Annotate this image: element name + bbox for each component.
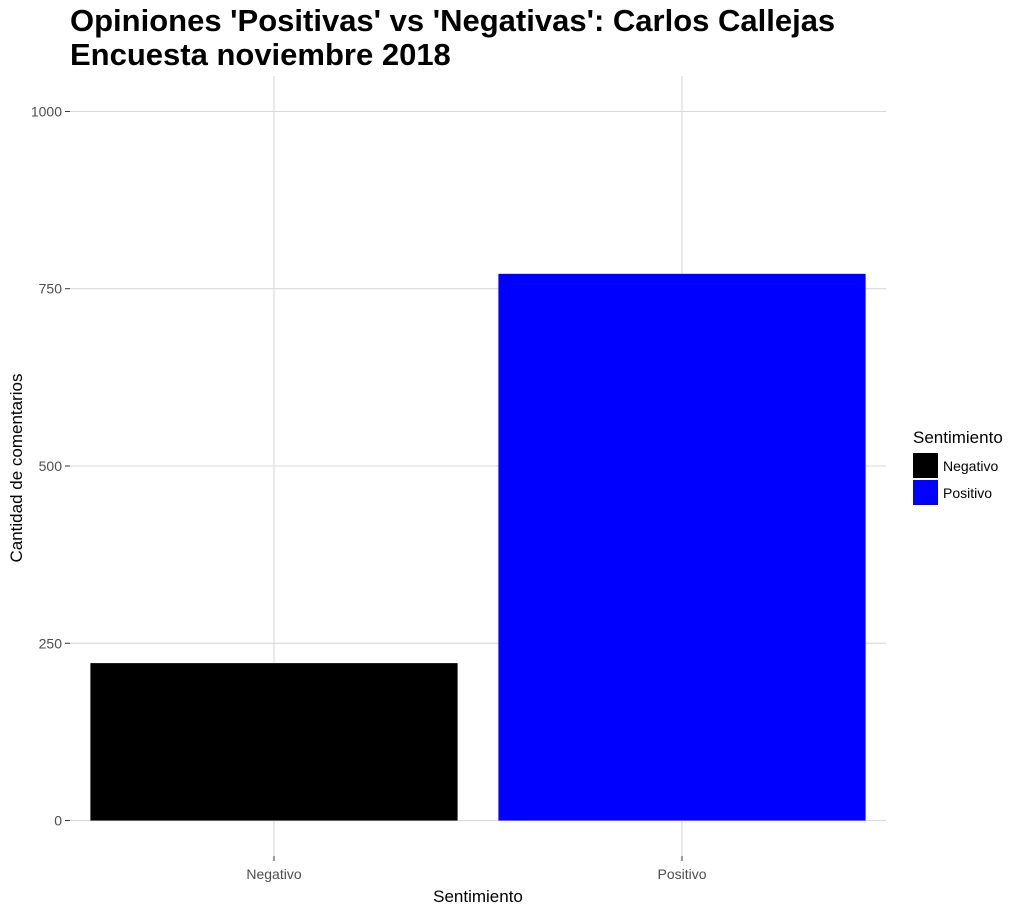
chart-title: Opiniones 'Positivas' vs 'Negativas': Ca… (70, 3, 836, 38)
legend-label-positivo: Positivo (943, 484, 993, 501)
y-axis-label: Cantidad de comentarios (7, 373, 26, 562)
legend: Sentimiento Negativo Positivo (913, 428, 1003, 506)
axes: 0 250 500 750 1000 Negativo Positivo (31, 103, 707, 882)
y-tick-label-750: 750 (39, 281, 63, 297)
x-axis-label: Sentimiento (433, 887, 523, 906)
x-tick-label-negativo: Negativo (246, 866, 301, 882)
bars (90, 273, 866, 821)
legend-label-negativo: Negativo (943, 457, 999, 474)
y-tick-label-1000: 1000 (31, 103, 62, 119)
chart-subtitle: Encuesta noviembre 2018 (70, 37, 451, 72)
legend-key-positivo (913, 480, 938, 505)
x-tick-label-positivo: Positivo (657, 866, 706, 882)
y-tick-label-500: 500 (39, 458, 63, 474)
legend-item-positivo: Positivo (913, 479, 1003, 506)
legend-key-negativo (913, 453, 938, 478)
bar-positivo (498, 273, 866, 821)
legend-item-negativo: Negativo (913, 452, 1003, 479)
bar-negativo (90, 663, 458, 821)
y-tick-label-0: 0 (54, 813, 62, 829)
legend-title: Sentimiento (913, 428, 1003, 447)
chart-title-block: Opiniones 'Positivas' vs 'Negativas': Ca… (70, 4, 835, 72)
y-tick-label-250: 250 (39, 635, 63, 651)
